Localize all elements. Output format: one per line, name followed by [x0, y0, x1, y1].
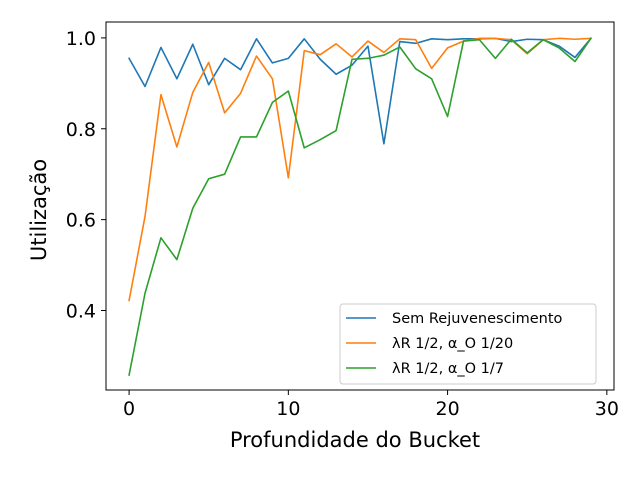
legend-label-2: λR 1/2, α_O 1/7 — [392, 361, 504, 377]
legend-label-0: Sem Rejuvenescimento — [392, 311, 563, 327]
x-tick-label: 30 — [595, 398, 619, 420]
y-tick-label: 0.6 — [66, 210, 96, 232]
plot-area — [105, 21, 615, 391]
y-axis-title: Utilização — [27, 159, 51, 261]
series-line-1 — [128, 37, 592, 302]
x-axis-ticks: 0 10 20 30 — [123, 390, 619, 420]
y-axis-ticks: 0.4 0.6 0.8 1.0 — [66, 28, 106, 322]
x-tick-label: 20 — [435, 398, 459, 420]
legend-box — [339, 303, 597, 385]
x-tick-label: 10 — [276, 398, 300, 420]
series-line-0 — [127, 37, 593, 145]
series-layer — [127, 37, 593, 376]
y-tick-label: 0.8 — [66, 119, 96, 141]
x-tick-label: 0 — [123, 398, 135, 420]
x-axis-title: Profundidade do Bucket — [230, 428, 480, 452]
series-line-2 — [128, 37, 593, 376]
plot-frame — [105, 21, 615, 391]
legend-label-1: λR 1/2, α_O 1/20 — [392, 336, 513, 352]
y-tick-label: 1.0 — [66, 28, 96, 50]
legend: Sem Rejuvenescimento λR 1/2, α_O 1/20 λR 1… — [339, 303, 597, 385]
y-tick-label: 0.4 — [66, 300, 96, 322]
